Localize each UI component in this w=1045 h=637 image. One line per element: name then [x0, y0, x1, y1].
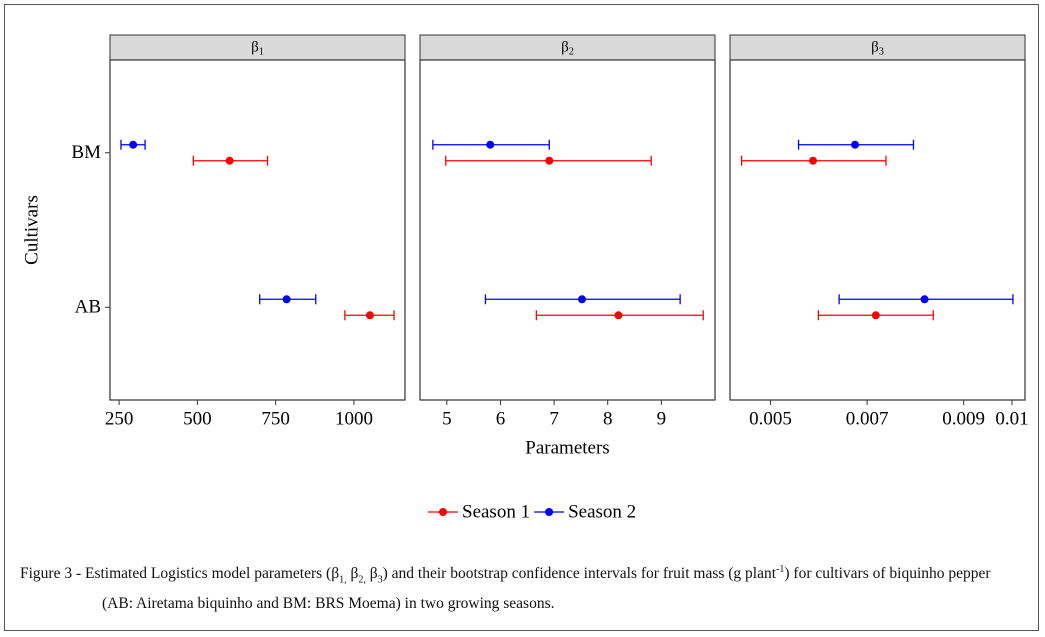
panel — [419, 59, 716, 401]
x-tick-label: 7 — [549, 408, 559, 429]
point — [545, 156, 554, 165]
strip — [419, 34, 716, 61]
x-axis-label: Parameters — [525, 437, 609, 458]
panel-title-main: β — [561, 40, 569, 56]
caption-sub: 1, — [339, 574, 347, 586]
caption-sub: 3 — [377, 574, 383, 586]
point — [282, 295, 291, 304]
panel-title: β2 — [561, 40, 574, 58]
x-tick-label: 0.01 — [995, 408, 1028, 429]
caption-text: ) for cultivars of biquinho pepper (AB: … — [102, 565, 991, 613]
panel-title-main: β — [251, 40, 259, 56]
point — [851, 140, 860, 149]
caption: Figure 3 - Estimated Logistics model par… — [20, 558, 1025, 616]
legend-label: Season 1 — [462, 501, 530, 522]
x-tick-label: 0.007 — [846, 408, 889, 429]
x-tick-label: 9 — [657, 408, 667, 429]
point — [871, 311, 880, 320]
x-tick-label: 8 — [603, 408, 613, 429]
panel-title-main: β — [871, 40, 879, 56]
point — [225, 156, 234, 165]
point — [614, 311, 623, 320]
x-tick-label: 0.009 — [942, 408, 985, 429]
panel — [729, 59, 1026, 401]
caption-text: Figure 3 - Estimated Logistics model par… — [20, 565, 340, 583]
legend-dot — [545, 508, 554, 516]
y-tick-label: BM — [71, 142, 101, 163]
x-tick-label: 6 — [496, 408, 506, 429]
legend-dot — [439, 508, 447, 516]
legend-label: Season 2 — [568, 501, 636, 522]
point — [486, 140, 495, 149]
figure-frame — [4, 4, 1039, 631]
point — [920, 295, 929, 304]
y-tick-label: AB — [75, 297, 101, 318]
caption-sub: 2, — [358, 574, 366, 586]
panel-title: β3 — [871, 40, 884, 58]
point — [129, 140, 138, 149]
x-tick-label: 0.005 — [749, 408, 792, 429]
caption-text: ) and their bootstrap confidence interva… — [382, 565, 777, 583]
point — [809, 156, 818, 165]
x-tick-label: 500 — [183, 408, 212, 429]
point — [577, 295, 586, 304]
caption-text: β — [365, 565, 378, 583]
point — [365, 311, 374, 320]
y-axis-label: Cultivars — [21, 195, 42, 265]
x-tick-label: 250 — [105, 408, 134, 429]
panel — [109, 59, 406, 401]
x-tick-label: 1000 — [335, 408, 373, 429]
strip — [729, 34, 1026, 61]
panel-title-sub: 3 — [879, 47, 884, 58]
caption-text: β — [346, 565, 359, 583]
caption-sup: -1 — [776, 564, 785, 575]
x-tick-label: 5 — [442, 408, 452, 429]
panel-title-sub: 1 — [259, 47, 264, 58]
panel-title-sub: 2 — [569, 47, 574, 58]
panel-title: β1 — [251, 40, 264, 58]
x-tick-label: 750 — [261, 408, 290, 429]
